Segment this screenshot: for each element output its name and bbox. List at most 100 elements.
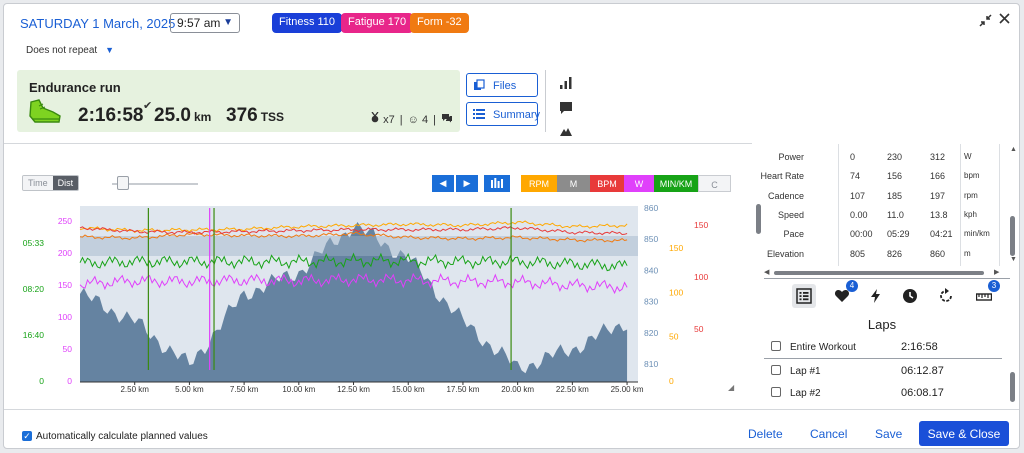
row-unit: rpm [964, 190, 978, 200]
tab-heart[interactable]: 4 [830, 280, 858, 308]
comments-icon[interactable] [441, 114, 453, 126]
bolt-icon [871, 289, 880, 303]
tab-bolt[interactable] [864, 284, 888, 308]
chart-panel: Time Dist ◀ ▶ RPM M BPM W MIN/KM C 2.50 … [4, 144, 752, 409]
stats-panel: Power 0 230 312 W Heart Rate 74 156 166 bpm Cadenc… [754, 144, 1019, 409]
scroll-left-icon[interactable]: ◀ [764, 269, 770, 276]
channel-m-button[interactable]: M [557, 175, 590, 192]
series-line-3 [79, 252, 628, 272]
table-scrollbar-left[interactable] [756, 204, 761, 234]
lap-divider [764, 358, 1002, 359]
delete-button[interactable]: Delete [748, 427, 783, 441]
series-line-0 [79, 231, 628, 243]
channel-minkm-button[interactable]: MIN/KM [654, 175, 698, 192]
elevation-axis-label: 860 [644, 203, 658, 213]
power-axis-label: 250 [58, 216, 72, 226]
tab-ruler[interactable]: 3 [972, 280, 1000, 308]
lap-row-1[interactable]: Lap #1 06:12.87 [754, 361, 1002, 383]
tab-list[interactable] [792, 284, 816, 308]
badge-count: x7 [383, 114, 395, 126]
cancel-button[interactable]: Cancel [810, 427, 848, 441]
pace-axis-label: 05:33 [23, 238, 45, 248]
row-max: 860 [930, 248, 946, 259]
tss-unit: TSS [260, 110, 285, 124]
x-tick-label: 10.00 km [282, 385, 315, 394]
clock-icon [903, 289, 917, 303]
close-icon[interactable] [998, 12, 1011, 29]
scroll-right-icon[interactable]: ▶ [994, 269, 1000, 276]
save-close-button[interactable]: Save & Close [919, 421, 1009, 446]
data-row: Cadence 107 185 197 rpm [754, 187, 1010, 206]
workout-chart[interactable]: 2.50 km 5.00 km 7.50 km 10.00 km 12.50 km 15.… [4, 194, 752, 399]
row-max: 312 [930, 152, 946, 162]
files-button[interactable]: Files [466, 73, 538, 97]
zoom-slider-track[interactable] [112, 183, 198, 185]
power-axis-label: 0 [67, 376, 72, 386]
row-name: Speed [777, 209, 804, 220]
data-row: Speed 0.00 11.0 13.8 kph [754, 206, 1010, 225]
summary-button[interactable]: Summary [466, 102, 540, 126]
table-scrollbar[interactable] [1010, 216, 1015, 256]
panel-divider [764, 278, 1010, 279]
scroll-down-icon[interactable]: ▼ [1010, 256, 1017, 263]
tab-clock[interactable] [898, 284, 922, 308]
row-avg: 826 [887, 248, 903, 259]
heart-rate-axis-label: 100 [694, 272, 708, 282]
caret-down-icon: ▼ [223, 17, 233, 28]
next-icon[interactable]: ▶ [456, 175, 478, 192]
auto-calc-checkbox[interactable]: ✓ [22, 431, 32, 441]
lap-checkbox[interactable] [771, 387, 781, 397]
lap-row-entire[interactable]: Entire Workout 2:16:58 [754, 337, 1002, 359]
elevation-axis-label: 820 [644, 328, 658, 338]
channel-w-button[interactable]: W [624, 175, 654, 192]
ruler-badge: 3 [988, 280, 1000, 292]
mountain-icon[interactable] [559, 124, 573, 138]
comment-icon[interactable] [559, 101, 573, 115]
row-min: 0 [850, 152, 856, 162]
tab-repeat[interactable] [934, 284, 958, 308]
lap-checkbox[interactable] [771, 341, 781, 351]
x-tick-label: 15.00 km [392, 385, 425, 394]
channel-rpm-button[interactable]: RPM [521, 175, 557, 192]
row-min: 0.00 [850, 209, 868, 220]
header-divider [545, 70, 546, 132]
time-dist-toggle[interactable]: Time Dist [22, 175, 80, 191]
lap-checkbox[interactable] [771, 365, 781, 375]
save-button[interactable]: Save [875, 427, 903, 441]
pace-axis-label: 0 [39, 376, 44, 386]
workout-distance: 25.0 km [154, 105, 211, 127]
collapse-icon[interactable] [979, 14, 992, 31]
prev-icon[interactable]: ◀ [432, 175, 454, 192]
lap-name: Lap #2 [790, 388, 821, 399]
laps-scrollbar[interactable] [1010, 372, 1015, 402]
row-avg: 11.0 [887, 209, 904, 220]
channel-bpm-button[interactable]: BPM [590, 175, 624, 192]
workout-card[interactable]: Endurance run 2:16:58 ✔ 25.0 km 376 TSS x7… [17, 70, 460, 132]
time-value: 9:57 am [177, 16, 221, 30]
toggle-dist[interactable]: Dist [52, 176, 79, 190]
row-unit: m [964, 248, 971, 258]
bar-chart-icon[interactable] [559, 76, 573, 90]
row-unit: bpm [964, 171, 980, 181]
channel-c-button[interactable]: C [698, 175, 731, 192]
lap-row-2[interactable]: Lap #2 06:08.17 [754, 383, 1002, 405]
workout-title: Endurance run [29, 80, 121, 95]
elevation-axis-label: 810 [644, 359, 658, 369]
columns-icon[interactable] [484, 175, 510, 192]
repeat-select[interactable]: Does not repeat ▼ [26, 45, 114, 56]
x-tick-label: 12.50 km [337, 385, 370, 394]
background-strip [0, 449, 1024, 453]
dialog-header: SATURDAY 1 March, 2025 9:57 am ▼ Fitness… [4, 4, 1019, 144]
series-line-2 [79, 226, 628, 236]
toggle-time[interactable]: Time [23, 176, 53, 190]
files-icon [474, 79, 485, 90]
zoom-slider-thumb[interactable] [117, 176, 129, 190]
data-row: Power 0 230 312 W [754, 148, 1010, 167]
lap-name: Lap #1 [790, 366, 821, 377]
feel-count: 4 [421, 114, 429, 126]
distance-value: 25.0 [154, 105, 191, 126]
scroll-up-icon[interactable]: ▲ [1010, 146, 1017, 153]
time-select[interactable]: 9:57 am ▼ [170, 13, 240, 33]
lap-time: 2:16:58 [901, 341, 938, 353]
table-hscrollbar[interactable] [774, 271, 984, 275]
